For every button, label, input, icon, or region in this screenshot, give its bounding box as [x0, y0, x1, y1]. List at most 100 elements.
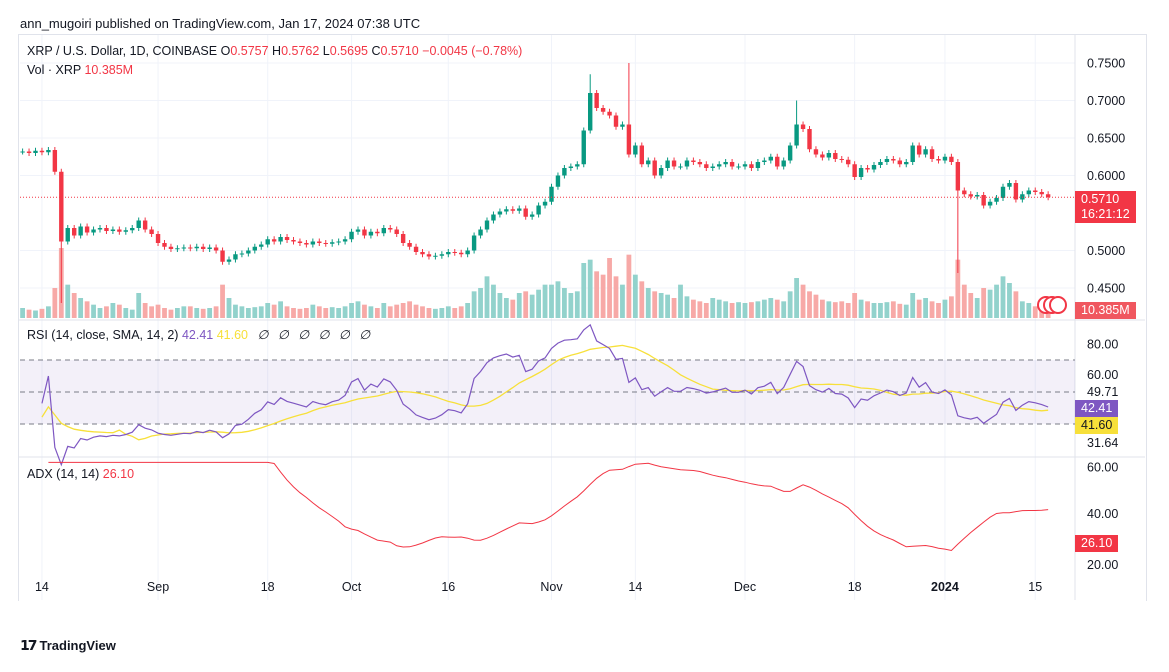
- candle-body: [723, 162, 728, 165]
- candle-body: [142, 220, 148, 230]
- x-axis-label: 18: [848, 580, 862, 594]
- candle-body: [97, 228, 103, 230]
- volume-bar: [478, 288, 483, 318]
- candle-body: [91, 229, 96, 233]
- candle-body: [33, 150, 38, 153]
- candle-body: [633, 145, 638, 155]
- candle-body: [375, 231, 380, 234]
- candle-body: [368, 231, 374, 236]
- volume-bar: [239, 306, 245, 318]
- volume-bar: [142, 303, 148, 318]
- volume-bar: [136, 293, 142, 318]
- candle-body: [620, 124, 625, 127]
- candle-body: [555, 175, 561, 187]
- x-axis-label: 14: [35, 580, 49, 594]
- volume-label[interactable]: Vol · XRP: [27, 63, 81, 77]
- rsi-sma-tag: 41.60: [1075, 417, 1119, 434]
- rsi-label[interactable]: RSI (14, close, SMA, 14, 2): [27, 328, 179, 342]
- candle-body: [304, 243, 309, 245]
- volume-bar: [310, 304, 316, 318]
- candle-body: [916, 145, 922, 155]
- candle-body: [317, 241, 322, 243]
- volume-bar: [994, 284, 999, 318]
- volume-bar: [807, 291, 812, 318]
- rsi-legend: RSI (14, close, SMA, 14, 2) 42.41 41.60 …: [27, 327, 373, 342]
- volume-bar: [632, 274, 638, 318]
- volume-bar: [768, 298, 774, 318]
- candle-body: [949, 156, 954, 162]
- rsi-band-fill: [20, 360, 1075, 424]
- candle-body: [839, 159, 844, 160]
- candle-body: [510, 209, 515, 211]
- volume-tag: 10.385M: [1075, 302, 1136, 319]
- volume-bar: [71, 293, 77, 318]
- candle-body: [342, 239, 348, 242]
- volume-bar: [271, 304, 277, 318]
- candle-body: [39, 150, 45, 153]
- volume-bar: [910, 293, 916, 318]
- x-axis-label: 2024: [931, 580, 959, 594]
- candle-body: [278, 237, 283, 242]
- low-value: 0.5695: [329, 44, 368, 58]
- volume-bar: [503, 298, 509, 318]
- volume-bar: [729, 303, 735, 318]
- volume-bar: [316, 306, 322, 318]
- candle-body: [923, 149, 928, 155]
- candle-body: [439, 254, 445, 256]
- volume-bar: [265, 303, 271, 318]
- volume-bar: [52, 288, 58, 318]
- symbol-title[interactable]: XRP / U.S. Dollar, 1D, COINBASE: [27, 44, 218, 58]
- high-label: H: [272, 44, 282, 58]
- volume-bar: [284, 306, 290, 318]
- candle-body: [194, 246, 199, 249]
- volume-bar: [936, 303, 941, 318]
- volume-bar: [852, 293, 858, 318]
- volume-legend: Vol · XRP 10.385M: [27, 63, 133, 77]
- adx-axis-label: 60.00: [1087, 461, 1118, 475]
- candle-body: [394, 229, 399, 234]
- candle-body: [426, 254, 432, 257]
- candle-body: [729, 162, 735, 167]
- candle-body: [884, 159, 890, 162]
- volume-bar: [394, 304, 400, 318]
- candle-body: [136, 220, 141, 228]
- candle-body: [768, 156, 773, 161]
- rsi-tag: 42.41: [1075, 400, 1119, 417]
- adx-tag: 26.10: [1075, 535, 1119, 552]
- volume-bar: [794, 278, 799, 318]
- volume-bar: [329, 307, 335, 318]
- adx-label[interactable]: ADX (14, 14): [27, 467, 100, 481]
- volume-bar: [516, 293, 522, 318]
- candle-body: [639, 145, 644, 165]
- candle-body: [787, 145, 793, 161]
- volume-bar: [323, 308, 329, 318]
- candle-body: [684, 160, 690, 167]
- price-axis-label: 0.4500: [1087, 282, 1125, 296]
- candle-body: [400, 234, 406, 243]
- candle-body: [181, 247, 187, 249]
- volume-bar: [245, 308, 251, 318]
- volume-bar: [297, 308, 303, 318]
- candle-body: [871, 165, 877, 170]
- adx-axis-label: 40.00: [1087, 507, 1118, 521]
- tradingview-logo[interactable]: 𝟭𝟳 TradingView: [20, 637, 116, 654]
- x-axis-label: Dec: [734, 580, 756, 594]
- volume-bar: [84, 301, 90, 318]
- candle-body: [330, 242, 335, 244]
- candle-body: [594, 93, 599, 108]
- candle-body: [671, 160, 677, 167]
- bar-countdown: 16:21:12: [1081, 207, 1130, 221]
- brand-name: TradingView: [39, 638, 116, 653]
- volume-bar: [697, 301, 703, 318]
- candle-body: [484, 220, 490, 230]
- candle-body: [794, 124, 799, 146]
- candle-body: [691, 160, 696, 162]
- candle-body: [588, 93, 593, 131]
- candle-body: [26, 151, 32, 153]
- candle-body: [355, 229, 361, 232]
- price-legend: XRP / U.S. Dollar, 1D, COINBASE O0.5757 …: [27, 44, 522, 58]
- candle-body: [130, 228, 135, 231]
- volume-bar: [574, 291, 580, 318]
- candle-body: [607, 111, 612, 116]
